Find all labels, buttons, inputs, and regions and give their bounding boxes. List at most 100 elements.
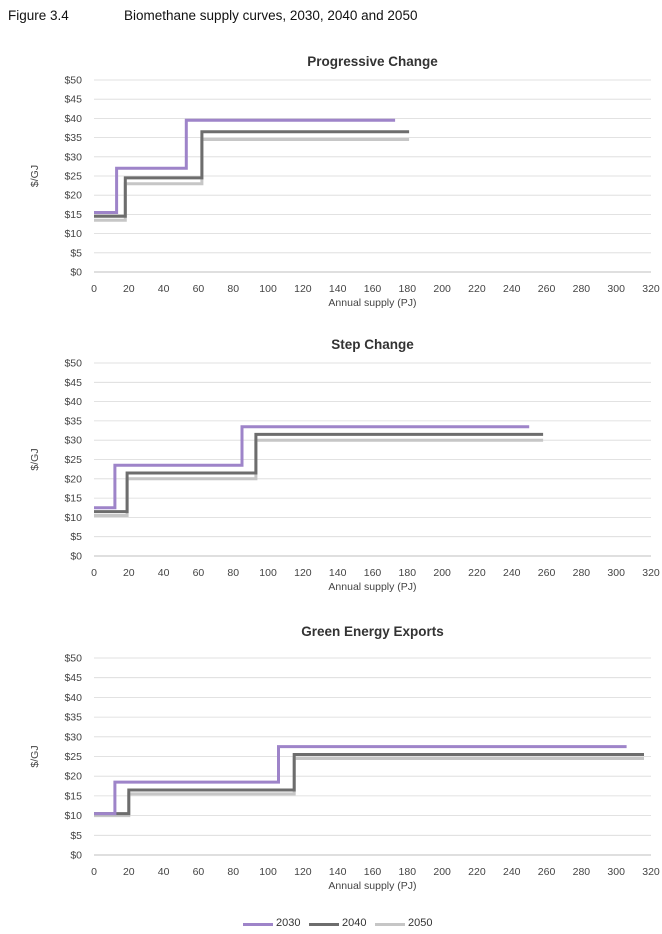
x-axis-label: Annual supply (PJ) [328, 880, 416, 892]
y-tick-label: $40 [64, 396, 82, 408]
y-tick-label: $35 [64, 415, 82, 427]
series-line-2030 [94, 425, 530, 510]
x-tick-label: 160 [364, 567, 382, 579]
legend-swatch [309, 923, 339, 926]
x-tick-label: 260 [538, 283, 556, 295]
y-tick-label: $45 [64, 94, 82, 106]
y-tick-label: $30 [64, 151, 82, 163]
series-line-2050 [94, 438, 544, 517]
y-tick-label: $45 [64, 672, 82, 684]
figure-number: Figure 3.4 [8, 8, 69, 23]
chart-title: Progressive Change [307, 54, 438, 69]
x-tick-label: 100 [259, 866, 277, 878]
x-tick-label: 200 [433, 567, 451, 579]
chart-2: Step Change $0 $5 $10 $15 $20 $25 $30 $35 $40 $45 $… [29, 337, 660, 593]
y-axis-label: $/GJ [29, 165, 41, 187]
x-tick-label: 300 [607, 283, 625, 295]
y-tick-label: $15 [64, 790, 82, 802]
x-tick-label: 300 [607, 567, 625, 579]
x-tick-label: 220 [468, 567, 486, 579]
series-line-2040 [94, 432, 544, 514]
y-tick-label: $0 [70, 551, 82, 563]
x-tick-label: 100 [259, 283, 277, 295]
y-tick-label: $40 [64, 692, 82, 704]
x-tick-label: 280 [573, 567, 591, 579]
charts-canvas: Progressive Change $0 $5 $10 $15 $20 $25 $30 $35… [29, 54, 660, 892]
x-tick-label: 120 [294, 567, 312, 579]
y-tick-label: $10 [64, 810, 82, 822]
y-axis-label: $/GJ [29, 448, 41, 470]
x-tick-label: 240 [503, 283, 521, 295]
y-tick-label: $20 [64, 190, 82, 202]
x-tick-label: 60 [193, 866, 205, 878]
legend: 2030 2040 2050 [0, 916, 662, 932]
y-tick-label: $35 [64, 712, 82, 724]
x-tick-label: 180 [399, 283, 417, 295]
y-tick-label: $5 [70, 830, 82, 842]
x-tick-label: 160 [364, 283, 382, 295]
series-line-2040 [94, 753, 644, 816]
x-tick-label: 260 [538, 567, 556, 579]
x-tick-label: 80 [227, 866, 239, 878]
x-tick-label: 60 [193, 283, 205, 295]
x-tick-label: 320 [642, 866, 660, 878]
legend-label: 2040 [342, 917, 367, 929]
y-tick-label: $35 [64, 132, 82, 144]
series-line-2050 [94, 138, 410, 222]
series-line-2030 [94, 118, 396, 214]
chart-title: Green Energy Exports [301, 624, 444, 639]
y-tick-label: $15 [64, 209, 82, 221]
x-tick-label: 300 [607, 866, 625, 878]
y-tick-label: $30 [64, 435, 82, 447]
y-tick-label: $50 [64, 75, 82, 87]
x-tick-label: 140 [329, 567, 347, 579]
x-tick-label: 320 [642, 283, 660, 295]
legend-label: 2050 [408, 917, 433, 929]
y-tick-label: $50 [64, 358, 82, 370]
x-tick-label: 100 [259, 567, 277, 579]
x-tick-label: 240 [503, 567, 521, 579]
x-tick-label: 120 [294, 283, 312, 295]
x-tick-label: 220 [468, 283, 486, 295]
x-tick-label: 160 [364, 866, 382, 878]
x-tick-label: 280 [573, 866, 591, 878]
x-tick-label: 200 [433, 283, 451, 295]
x-tick-label: 20 [123, 567, 135, 579]
legend-swatch [375, 923, 405, 926]
x-tick-label: 120 [294, 866, 312, 878]
y-tick-label: $20 [64, 771, 82, 783]
y-tick-label: $50 [64, 653, 82, 665]
x-axis-label: Annual supply (PJ) [328, 581, 416, 593]
y-tick-label: $25 [64, 454, 82, 466]
x-tick-label: 60 [193, 567, 205, 579]
x-tick-label: 80 [227, 283, 239, 295]
chart-title: Step Change [331, 337, 414, 352]
series-line-2050 [94, 757, 644, 818]
chart-1: Progressive Change $0 $5 $10 $15 $20 $25 $30 $35… [29, 54, 660, 309]
figure-title: Biomethane supply curves, 2030, 2040 and… [124, 8, 418, 23]
legend-label: 2030 [276, 917, 301, 929]
x-tick-label: 80 [227, 567, 239, 579]
x-tick-label: 220 [468, 866, 486, 878]
y-tick-label: $5 [70, 531, 82, 543]
y-tick-label: $30 [64, 731, 82, 743]
y-tick-label: $45 [64, 377, 82, 389]
series-line-2040 [94, 130, 410, 218]
x-tick-label: 140 [329, 283, 347, 295]
chart-3: Green Energy Exports $0 $5 $10 $15 $20 $25 $30 $… [29, 624, 660, 892]
x-tick-label: 240 [503, 866, 521, 878]
y-tick-label: $15 [64, 493, 82, 505]
x-tick-label: 280 [573, 283, 591, 295]
y-tick-label: $10 [64, 228, 82, 240]
x-tick-label: 0 [91, 283, 97, 295]
y-tick-label: $20 [64, 473, 82, 485]
y-tick-label: $0 [70, 850, 82, 862]
y-axis-label: $/GJ [29, 745, 41, 767]
x-tick-label: 320 [642, 567, 660, 579]
y-tick-label: $0 [70, 267, 82, 279]
x-tick-label: 260 [538, 866, 556, 878]
y-tick-label: $10 [64, 512, 82, 524]
legend-swatch [243, 923, 273, 926]
x-tick-label: 40 [158, 866, 170, 878]
x-tick-label: 20 [123, 866, 135, 878]
